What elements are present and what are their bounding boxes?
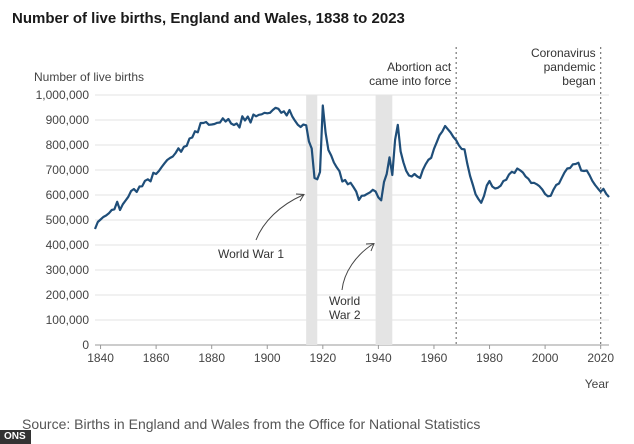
annotation-line: World bbox=[329, 294, 360, 308]
annotation-arrow bbox=[341, 243, 374, 291]
event-marker-label-line: came into force bbox=[369, 74, 451, 88]
ons-badge: ONS bbox=[0, 430, 31, 444]
y-axis-title: Number of live births bbox=[34, 70, 144, 84]
y-tick-label: 100,000 bbox=[46, 313, 90, 327]
chart-title: Number of live births, England and Wales… bbox=[12, 10, 405, 27]
event-marker-label: Abortion act came into force bbox=[369, 60, 452, 88]
gridlines bbox=[95, 94, 609, 346]
axes: 0 100,000 200,000 300,000 400,000 500,000 600,… bbox=[34, 70, 614, 391]
x-tick-label: 1860 bbox=[143, 351, 170, 365]
y-tick-label: 500,000 bbox=[46, 213, 90, 227]
annotation-arrow bbox=[255, 194, 304, 241]
arrow-head bbox=[365, 242, 375, 252]
arrow-head bbox=[295, 193, 305, 202]
y-tick-label: 400,000 bbox=[46, 238, 90, 252]
annotation-line: World War 1 bbox=[218, 247, 284, 261]
x-tick-label: 1940 bbox=[365, 351, 392, 365]
event-marker-label-line: Abortion act bbox=[387, 60, 452, 74]
shaded-period bbox=[375, 95, 393, 345]
births-line-chart: Abortion act came into force Coronavirus pa… bbox=[34, 46, 614, 391]
x-tick-label: 1920 bbox=[309, 351, 336, 365]
y-tick-label: 700,000 bbox=[46, 163, 90, 177]
event-marker-label: Coronavirus pandemic began bbox=[531, 46, 596, 88]
y-tick-label: 800,000 bbox=[46, 138, 90, 152]
y-tick-label: 600,000 bbox=[46, 188, 90, 202]
x-tick-label: 1840 bbox=[87, 351, 114, 365]
annotations: World War 1 World War 2 bbox=[218, 193, 375, 322]
y-tick-label: 200,000 bbox=[46, 288, 90, 302]
annotation-ww1: World War 1 bbox=[218, 247, 284, 261]
y-tick-label: 0 bbox=[82, 338, 89, 352]
war-shading bbox=[306, 95, 393, 345]
x-tick-label: 1900 bbox=[254, 351, 281, 365]
series-line bbox=[93, 104, 610, 230]
source-note: Source: Births in England and Wales from… bbox=[22, 416, 481, 432]
event-marker-label-line: Coronavirus bbox=[531, 46, 596, 60]
y-tick-label: 1,000,000 bbox=[36, 88, 90, 102]
x-tick-label: 1980 bbox=[476, 351, 503, 365]
x-axis-title: Year bbox=[585, 377, 609, 391]
x-tick-label: 2020 bbox=[587, 351, 614, 365]
series-line-group bbox=[93, 104, 610, 230]
event-marker-label-line: pandemic bbox=[544, 60, 596, 74]
event-markers: Abortion act came into force Coronavirus pa… bbox=[369, 46, 602, 345]
event-marker-label-line: began bbox=[562, 74, 595, 88]
x-tick-label: 1880 bbox=[198, 351, 225, 365]
annotation-line: War 2 bbox=[329, 308, 361, 322]
x-tick-label: 2000 bbox=[532, 351, 559, 365]
y-tick-label: 900,000 bbox=[46, 113, 90, 127]
y-tick-label: 300,000 bbox=[46, 263, 90, 277]
annotation-ww2: World War 2 bbox=[329, 294, 361, 322]
x-tick-label: 1960 bbox=[421, 351, 448, 365]
shaded-period bbox=[306, 95, 318, 345]
